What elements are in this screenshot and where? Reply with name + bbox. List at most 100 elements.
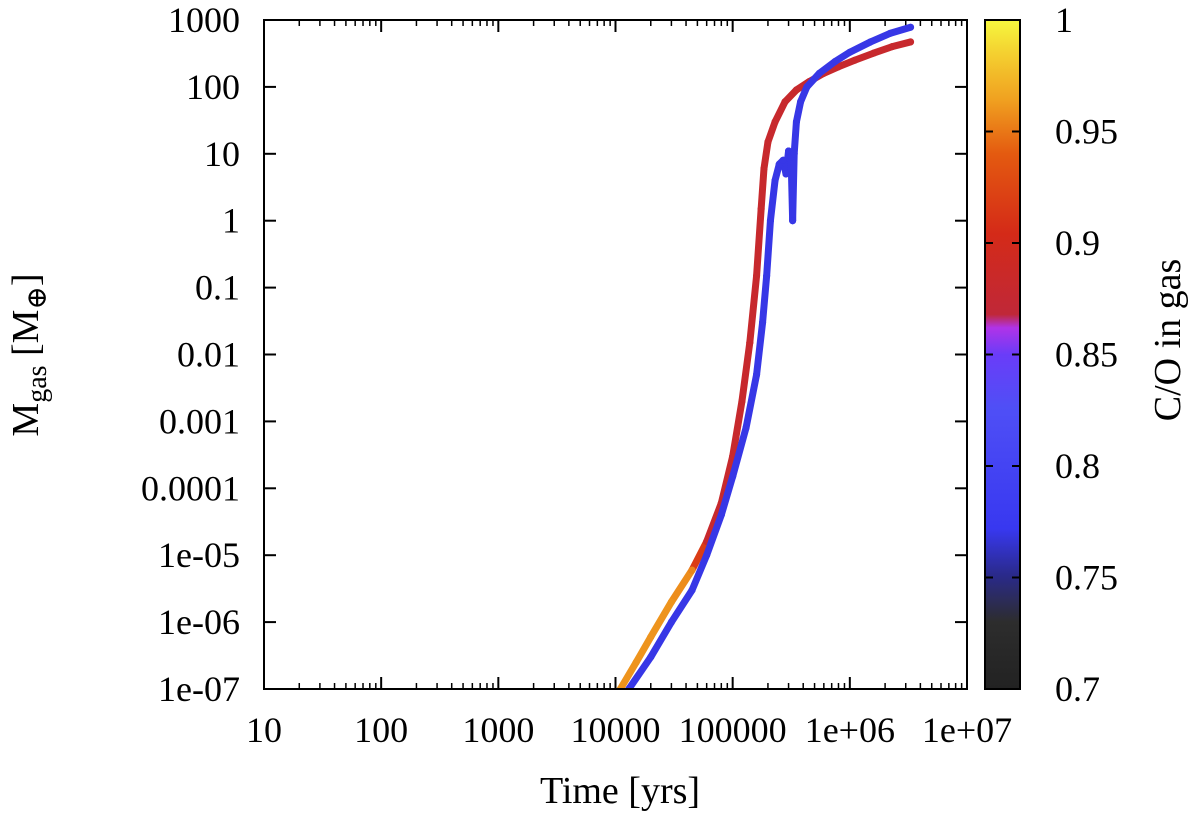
series-2-point	[792, 118, 800, 126]
x-tick-label: 100	[354, 710, 408, 750]
axis-ticks	[263, 19, 968, 690]
series-1-point	[738, 397, 746, 405]
series-1-segment	[771, 98, 789, 126]
series-2-point	[831, 57, 839, 65]
series-1-point	[870, 49, 878, 57]
colorbar-tick-label: 0.7	[1055, 669, 1100, 709]
series-2-segment	[753, 319, 767, 379]
series-1-point	[760, 165, 768, 173]
colorbar-tick-label: 0.85	[1055, 335, 1118, 375]
series-2-segment	[729, 424, 750, 481]
series-1-segment	[738, 339, 754, 405]
series-1-point	[757, 205, 765, 213]
series-2-point	[742, 424, 750, 432]
series-2-segment	[625, 653, 655, 689]
series-2-point	[647, 653, 655, 661]
colorbar-tick-label: 0.75	[1055, 558, 1118, 598]
y-tick-label: 1e-05	[158, 535, 240, 575]
series-2-point	[866, 38, 874, 46]
series-1-point	[764, 138, 772, 146]
series-2-segment	[717, 473, 737, 519]
series-2-point	[729, 473, 737, 481]
series-2-point	[759, 319, 767, 327]
series-1-segment	[760, 138, 772, 173]
series-1-point	[632, 658, 640, 666]
x-tick-label: 1e+07	[922, 710, 1012, 750]
series-2-segment	[703, 511, 725, 559]
series-2-point	[753, 371, 761, 379]
series-1-point	[888, 43, 896, 51]
series-2-point	[886, 29, 894, 37]
series-2-point	[907, 23, 915, 31]
y-tick-label: 100	[186, 67, 240, 107]
y-tick-label: 1000	[168, 0, 240, 40]
colorbar-ticks	[985, 19, 1020, 690]
plot-frame	[263, 19, 968, 690]
series-2-segment	[790, 118, 800, 158]
series-2-point	[789, 217, 797, 225]
series-1-point	[781, 98, 789, 106]
y-tick-label: 1e-06	[158, 602, 240, 642]
series-1-segment	[616, 658, 640, 689]
colorbar-tick-label: 0.9	[1055, 223, 1100, 263]
x-axis-label: Time [yrs]	[540, 770, 700, 812]
y-tick-label: 0.01	[177, 335, 240, 375]
x-tick-label: 10	[246, 710, 282, 750]
series-1-point	[688, 566, 696, 574]
series-2-segment	[688, 551, 711, 594]
series-1-segment	[632, 633, 655, 666]
series-1-segment	[757, 165, 768, 213]
series-2-point	[815, 69, 823, 77]
series-1-segment	[746, 272, 761, 347]
series-1-segment	[729, 397, 746, 460]
series-2-point	[688, 586, 696, 594]
series-2-segment	[647, 618, 675, 661]
series-1-point	[834, 63, 842, 71]
series-1-point	[907, 38, 915, 46]
series-2-point	[797, 98, 805, 106]
series-2-point	[846, 48, 854, 56]
series-2-point	[763, 272, 771, 280]
series-1-segment	[717, 452, 737, 507]
series-1-segment	[703, 499, 725, 546]
x-tick-label: 1000	[462, 710, 534, 750]
series-1-segment	[764, 118, 779, 146]
series-1-segment	[688, 538, 711, 574]
series-1-point	[753, 272, 761, 280]
y-tick-label: 0.001	[159, 401, 240, 441]
series-2-segment	[866, 29, 894, 46]
series-2-point	[667, 618, 675, 626]
series-2-point	[779, 156, 787, 164]
x-tick-labels: 10 100 1000 10000 100000 1e+06 1e+07	[246, 710, 1012, 750]
series-2	[625, 23, 915, 689]
y-tick-label: 10	[204, 134, 240, 174]
series-2-point	[790, 150, 798, 158]
y-tick-label: 0.1	[195, 268, 240, 308]
series-1-segment	[753, 205, 765, 280]
series-1-segment	[667, 566, 696, 606]
colorbar-tick-labels: 0.7 0.75 0.8 0.85 0.9 0.95 1	[1055, 0, 1118, 709]
series-2-segment	[846, 38, 874, 56]
colorbar-tick-label: 0.8	[1055, 446, 1100, 486]
series-2-segment	[667, 586, 696, 626]
y-tick-labels: 1e-07 1e-06 1e-05 0.0001 0.001 0.01 0.1 1 10 100 1…	[141, 0, 240, 709]
colorbar-tick-label: 1	[1055, 0, 1073, 40]
series-2-point	[782, 170, 790, 178]
colorbar-tick-label: 0.95	[1055, 112, 1118, 152]
series-1	[616, 38, 915, 689]
series-1-point	[746, 339, 754, 347]
series-1-point	[851, 56, 859, 64]
y-tick-label: 1	[222, 201, 240, 241]
series-2-segment	[789, 150, 798, 225]
data-curves	[616, 23, 915, 689]
series-2-segment	[742, 371, 761, 432]
x-tick-label: 100000	[679, 710, 787, 750]
series-2-segment	[766, 176, 779, 225]
series-2-point	[771, 176, 779, 184]
series-2-segment	[886, 23, 915, 37]
series-1-point	[771, 118, 779, 126]
series-2-point	[803, 83, 811, 91]
series-2-segment	[759, 272, 771, 327]
series-1-point	[647, 633, 655, 641]
